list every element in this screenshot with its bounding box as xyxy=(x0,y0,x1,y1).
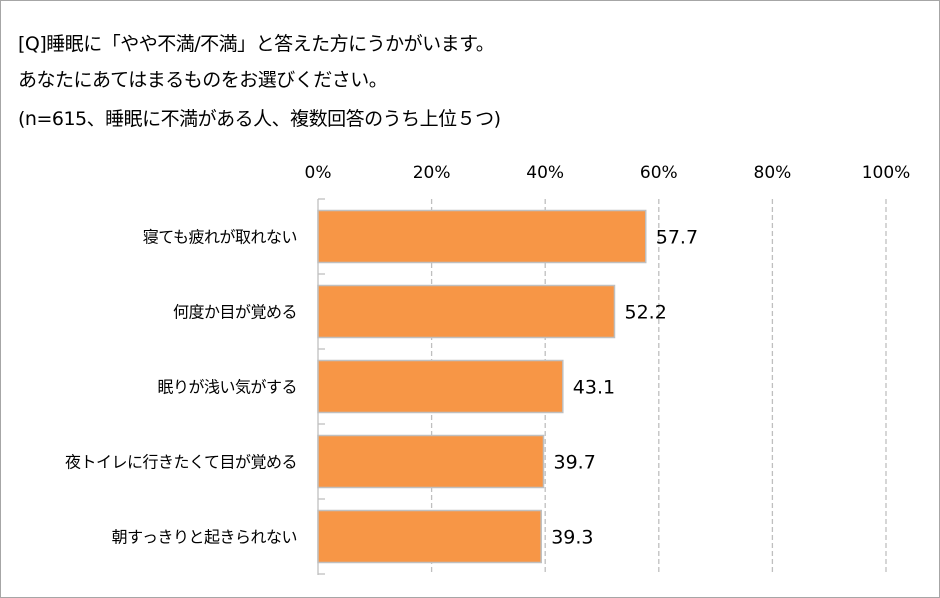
bar xyxy=(317,509,542,564)
bar xyxy=(317,284,616,339)
data-label: 39.7 xyxy=(553,452,595,474)
bar xyxy=(317,434,545,489)
chart-title-line-3: (n=615、睡眠に不満がある人、複数回答のうち上位５つ) xyxy=(18,108,501,130)
data-label: 57.7 xyxy=(656,227,698,249)
x-tick-label: 80% xyxy=(754,163,792,183)
bar xyxy=(317,359,564,414)
bar xyxy=(317,209,647,264)
category-label: 夜トイレに行きたくて目が覚める xyxy=(65,453,297,472)
data-label: 52.2 xyxy=(624,302,666,324)
category-label: 朝すっきりと起きられない xyxy=(112,528,297,547)
x-tick-label: 20% xyxy=(413,163,451,183)
chart-title-line-2: あなたにあてはまるものをお選びください。 xyxy=(18,69,388,91)
x-tick-label: 100% xyxy=(862,163,911,183)
category-label: 眠りが浅い気がする xyxy=(157,378,297,397)
data-label: 39.3 xyxy=(551,527,593,549)
x-tick-label: 40% xyxy=(526,163,564,183)
category-label: 寝ても疲れが取れない xyxy=(143,228,297,247)
x-tick-label: 60% xyxy=(640,163,678,183)
chart-title-line-1: [Q]睡眠に「やや不満/不満」と答えた方にうかがいます。 xyxy=(18,33,495,55)
category-label: 何度か目が覚める xyxy=(173,303,297,322)
x-tick-label: 0% xyxy=(305,163,332,183)
data-label: 43.1 xyxy=(573,377,615,399)
